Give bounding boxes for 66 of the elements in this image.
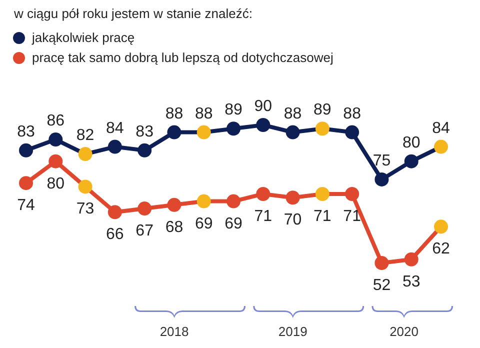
- data-label: 74: [17, 197, 35, 214]
- point: [167, 125, 182, 140]
- point: [345, 187, 360, 201]
- data-label: 70: [284, 212, 302, 229]
- data-label: 88: [165, 105, 184, 122]
- point: [167, 198, 182, 212]
- point: [256, 118, 270, 132]
- point: [286, 190, 300, 205]
- point: [138, 143, 152, 158]
- point: [78, 147, 92, 162]
- point: [226, 194, 240, 208]
- data-label: 71: [314, 208, 332, 225]
- point: [138, 202, 152, 216]
- data-label: 69: [224, 215, 242, 232]
- data-label: 83: [17, 123, 35, 140]
- text: 2019: [278, 324, 308, 339]
- data-label: 67: [136, 222, 154, 240]
- data-label: 84: [106, 120, 124, 137]
- data-label: 82: [76, 127, 94, 144]
- point: [374, 256, 389, 270]
- point: [315, 122, 330, 136]
- point: [196, 194, 211, 208]
- data-label: 80: [402, 134, 420, 152]
- point: [48, 132, 63, 147]
- data-label: 89: [314, 102, 332, 119]
- data-label: 62: [432, 240, 450, 258]
- data-label: 84: [432, 120, 450, 137]
- point: [108, 205, 122, 220]
- point: [226, 122, 240, 136]
- point: [404, 154, 418, 168]
- point: [78, 180, 92, 194]
- data-label: 88: [284, 105, 302, 122]
- data-label: 52: [372, 277, 391, 294]
- point: [374, 172, 389, 186]
- data-label: 53: [402, 273, 420, 290]
- data-label: 71: [254, 208, 272, 225]
- point: [196, 125, 211, 140]
- legend-label: jakąkolwiek pracę: [31, 30, 135, 45]
- point: [434, 220, 448, 234]
- point: [256, 187, 270, 201]
- text: 2018: [160, 324, 189, 339]
- data-label: 66: [106, 226, 124, 244]
- data-label: 83: [136, 123, 154, 140]
- data-label: 71: [343, 208, 362, 225]
- point: [434, 140, 448, 154]
- point: [404, 252, 418, 266]
- point: [48, 154, 63, 168]
- data-label: 68: [165, 218, 184, 236]
- point: [19, 176, 33, 190]
- text: 2020: [390, 324, 418, 339]
- point: [315, 187, 330, 201]
- data-label: 88: [343, 105, 362, 122]
- point: [286, 125, 300, 140]
- data-label: 89: [224, 102, 242, 119]
- point: [108, 140, 122, 154]
- chart-title: w ciągu pół roku jestem w stanie znaleźć:: [13, 6, 252, 21]
- data-label: 88: [194, 105, 213, 122]
- point: [19, 143, 33, 158]
- data-label: 73: [76, 200, 94, 218]
- point: [345, 125, 360, 140]
- data-label: 80: [46, 175, 65, 192]
- data-label: 75: [372, 152, 391, 170]
- data-label: 69: [194, 215, 213, 232]
- legend-label: pracę tak samo dobrą lub lepszą od dotychczasowej: [32, 50, 334, 65]
- data-label: 90: [254, 98, 272, 115]
- data-label: 86: [46, 112, 65, 130]
